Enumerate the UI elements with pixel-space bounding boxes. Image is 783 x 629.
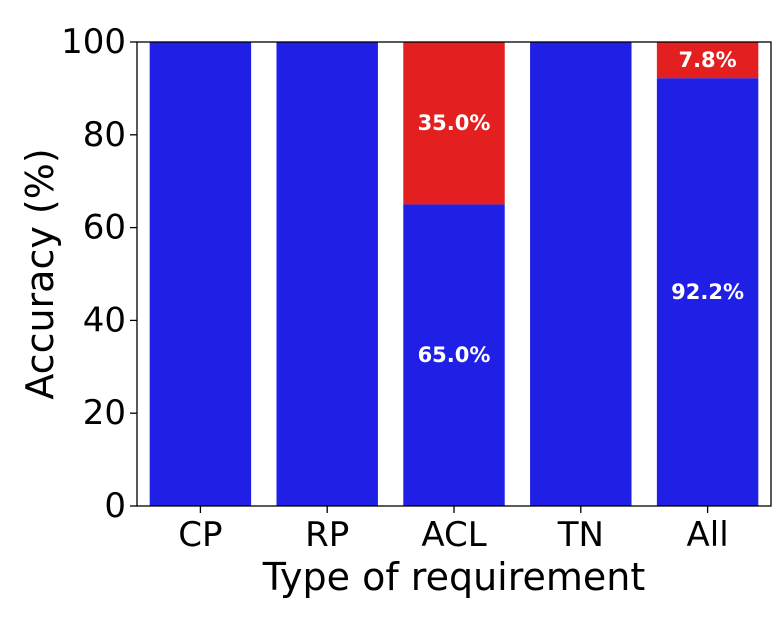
bar-acl-segment-2 <box>403 42 505 205</box>
data-label-all-segment-1: 92.2% <box>671 280 744 304</box>
x-tick-label: ACL <box>421 515 486 555</box>
x-axis-title: Type of requirement <box>262 555 646 599</box>
x-axis: CP RP ACL TN All <box>178 506 729 555</box>
y-tick-label: 60 <box>83 208 126 248</box>
bar-all-segment-2 <box>656 42 759 79</box>
x-tick-label: CP <box>178 515 222 555</box>
x-tick-label: RP <box>305 515 349 555</box>
y-tick-label: 100 <box>61 22 126 62</box>
bars-layer <box>149 42 759 506</box>
y-axis: 0 20 40 60 80 100 <box>61 22 137 526</box>
x-tick-label: TN <box>557 515 604 555</box>
data-labels-layer: 65.0% 35.0% 92.2% 7.8% <box>418 48 744 367</box>
x-tick-label: All <box>687 515 729 555</box>
y-axis-title: Accuracy (%) <box>18 148 62 399</box>
data-label-acl-segment-2: 35.0% <box>418 111 491 135</box>
bar-cp-segment-1 <box>149 42 252 506</box>
y-tick-label: 20 <box>83 393 126 433</box>
y-tick-label: 0 <box>104 486 126 526</box>
data-label-all-segment-2: 7.8% <box>678 48 736 72</box>
bar-all-segment-1 <box>656 78 759 506</box>
bar-tn-segment-1 <box>530 42 632 506</box>
bar-rp-segment-1 <box>276 42 378 506</box>
y-tick-label: 40 <box>83 300 126 340</box>
bar-acl-segment-1 <box>403 204 505 506</box>
y-tick-label: 80 <box>83 115 126 155</box>
data-label-acl-segment-1: 65.0% <box>418 343 491 367</box>
